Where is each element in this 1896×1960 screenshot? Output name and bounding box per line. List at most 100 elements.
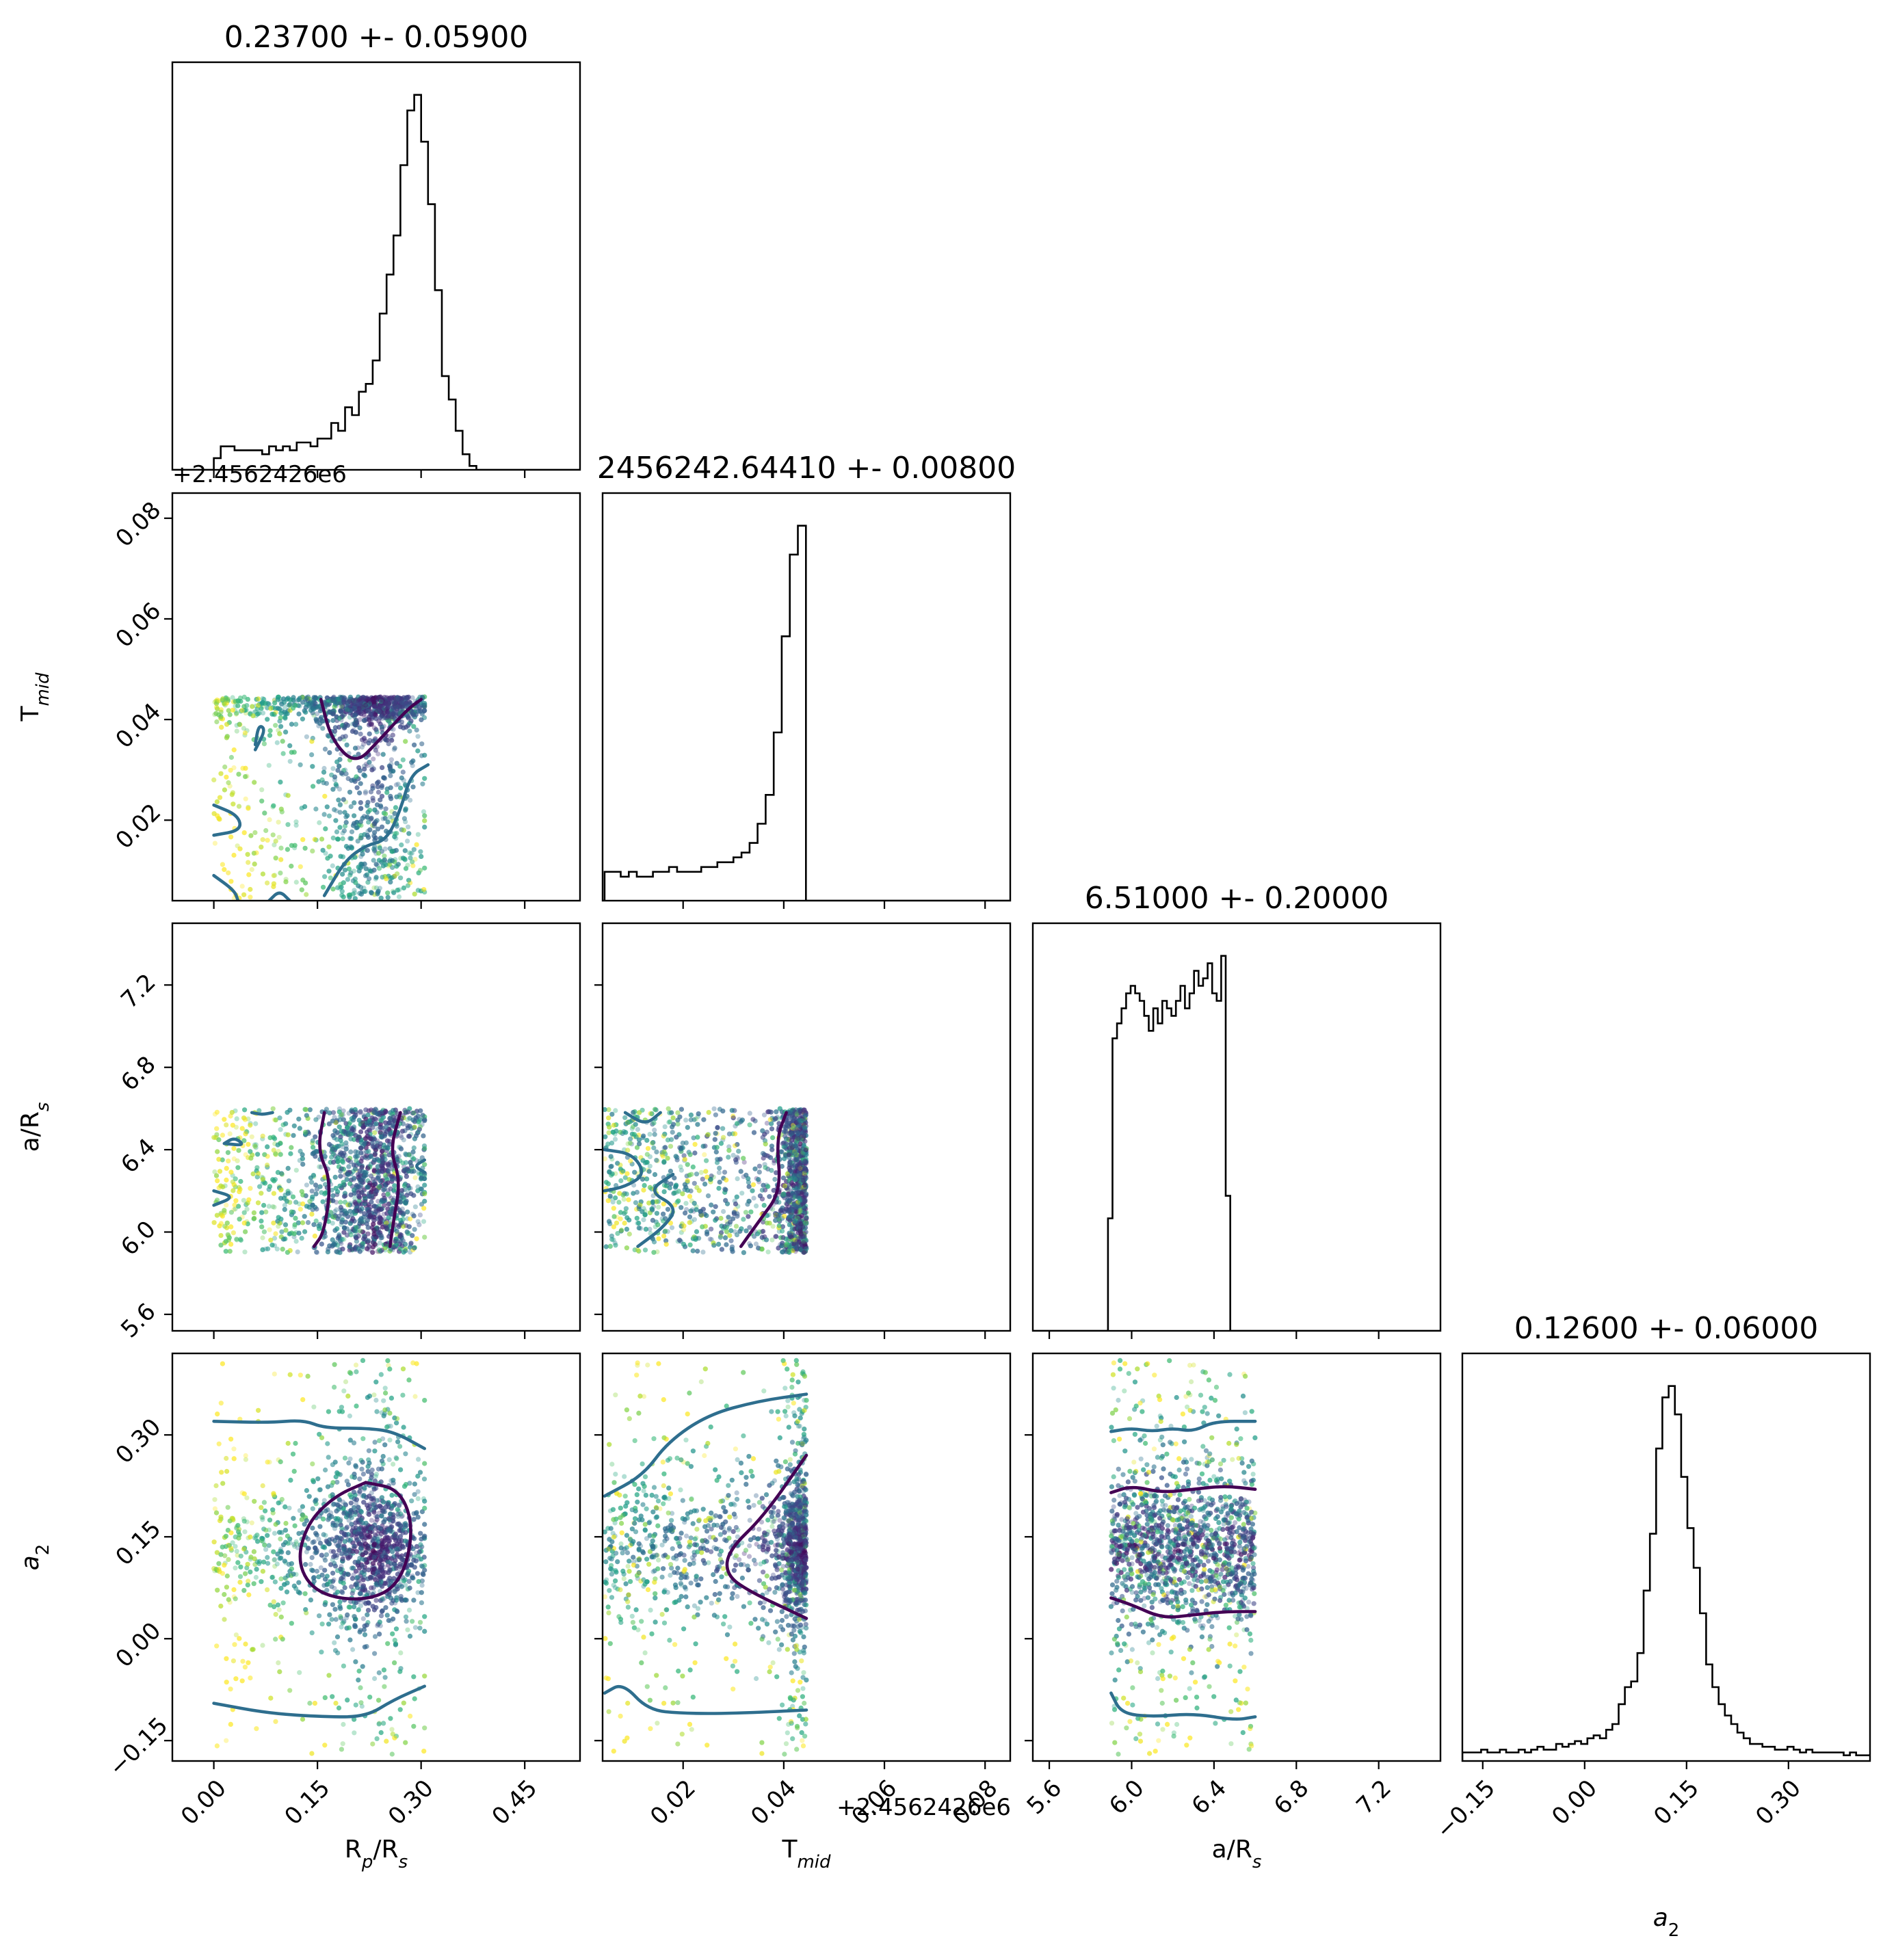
sample-point [378,708,384,713]
sample-point [412,742,417,747]
sample-point [372,847,378,853]
sample-point [380,698,386,704]
sample-point [291,700,297,705]
sample-point [352,888,357,893]
sample-point [372,704,378,709]
sample-point [399,775,404,781]
sample-point [380,752,386,757]
sample-point [373,875,379,880]
sample-point [387,858,393,864]
sample-point [395,862,401,867]
sample-point [371,712,377,717]
sample-point [287,708,293,713]
sample-point [319,719,325,724]
sample-point [382,874,388,879]
sample-point [287,708,293,713]
sample-point [416,870,421,875]
sample-point [256,711,262,716]
sample-point [341,697,347,702]
sample-point [270,705,276,711]
sample-point [386,700,392,706]
sample-point [393,782,399,788]
sample-point [339,771,344,776]
sample-point [397,696,403,701]
sample-point [359,737,365,743]
sample-point [371,701,377,706]
sample-point [275,706,280,711]
sample-point [360,704,366,710]
sample-point [293,702,298,708]
sample-point [371,701,378,706]
sample-point [305,698,311,704]
sample-point [382,857,387,862]
sample-point [243,711,248,716]
sample-point [299,887,304,892]
sample-point [357,790,363,796]
sample-point [260,871,265,877]
sample-point [367,699,373,704]
sample-point [392,834,397,839]
sample-point [265,705,270,711]
sample-point [365,696,371,702]
sample-point [370,798,376,804]
sample-point [302,804,308,810]
sample-point [342,823,348,829]
sample-point [346,892,352,898]
sample-point [398,703,404,708]
sample-point [339,700,344,706]
sample-point [338,700,343,706]
sample-point [211,811,217,817]
sample-point [358,806,364,812]
sample-point [422,865,427,871]
sample-point [405,883,411,888]
sample-point [365,803,370,808]
sample-point [378,702,383,708]
sample-point [321,884,326,890]
sample-point [380,858,386,864]
sample-point [304,695,309,701]
sample-point [352,813,357,819]
sample-point [371,823,377,829]
sample-point [337,763,342,769]
sample-point [306,702,311,707]
sample-point [311,713,317,718]
sample-point [397,700,403,705]
sample-point [378,721,383,727]
sample-point [392,831,397,836]
sample-point [397,724,404,730]
sample-point [365,763,370,769]
sample-point [380,696,385,702]
sample-point [357,697,363,702]
sample-point [356,822,362,827]
sample-point [335,836,341,842]
sample-point [249,866,254,873]
sample-point [332,704,337,709]
sample-point [289,721,294,727]
sample-point [392,810,397,817]
sample-point [386,708,392,714]
sample-point [358,711,364,717]
sample-point [296,711,302,717]
sample-point [325,732,330,738]
sample-point [338,708,343,713]
sample-point [415,708,421,714]
sample-point [330,766,336,771]
sample-point [379,724,385,730]
sample-point [379,793,385,799]
title-T_mid: 2456242.64410 +- 0.00800 [597,451,1016,486]
sample-point [313,806,319,812]
sample-point [383,708,389,713]
sample-point [309,739,315,744]
sample-point [367,827,373,832]
sample-point [259,787,265,793]
sample-point [398,698,404,704]
sample-point [316,779,321,784]
sample-point [386,713,391,719]
sample-point [379,860,384,865]
sample-point [346,892,352,898]
sample-point [287,702,293,707]
sample-point [358,800,363,806]
y-tick-label: 0.08 [111,496,167,553]
sample-point [326,701,332,706]
sample-point [287,743,293,748]
